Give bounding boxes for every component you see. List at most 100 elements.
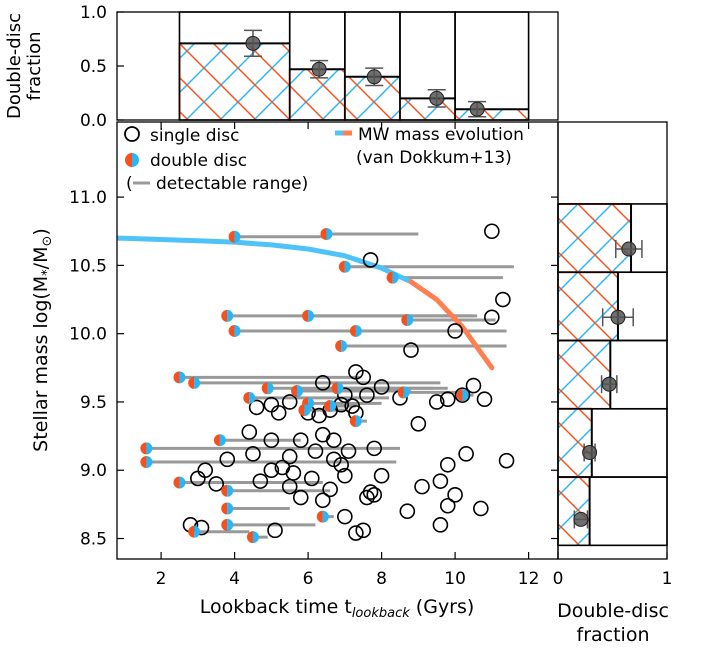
legend-range-label: detectable range) <box>156 174 308 194</box>
single-disc-point <box>447 487 463 503</box>
single-disc-point <box>219 451 236 468</box>
double-disc-left-half <box>338 260 345 273</box>
double-disc-left-half <box>349 324 356 337</box>
legend: single disc double disc ( detectable ran… <box>124 125 524 194</box>
single-disc-point <box>292 432 309 448</box>
double-disc-point <box>140 442 153 455</box>
double-disc-point <box>335 339 348 352</box>
single-disc-point <box>465 377 482 394</box>
single-disc-point <box>439 391 456 408</box>
double-disc-right-half <box>326 227 333 240</box>
single-disc-point <box>348 525 364 541</box>
double-disc-left-half <box>173 371 180 384</box>
single-disc-point <box>322 481 338 498</box>
double-disc-left-half <box>140 456 147 469</box>
right-fraction-point <box>621 241 637 257</box>
single-disc-point <box>307 443 324 459</box>
double-disc-point <box>173 371 186 384</box>
double-disc-point <box>221 309 234 322</box>
double-disc-point <box>401 314 414 327</box>
x-tick-label: 8 <box>376 569 387 589</box>
double-disc-left-half <box>221 518 228 531</box>
double-disc-right-half <box>194 525 201 538</box>
double-disc-left-half <box>324 400 331 413</box>
right-histogram-bars <box>557 202 668 547</box>
single-disc-point <box>366 440 383 457</box>
single-disc-point <box>208 476 225 492</box>
legend-range-open-paren: ( <box>126 174 133 194</box>
double-disc-right-half <box>344 260 351 273</box>
right-bar-hatch-orange <box>558 340 611 409</box>
right-fraction-point <box>610 309 626 325</box>
single-disc-point <box>432 473 449 489</box>
double-disc-left-half <box>331 382 338 395</box>
y-tick-label: 8.5 <box>80 530 107 550</box>
legend-single-label: single disc <box>150 126 239 146</box>
single-disc-point <box>270 405 287 421</box>
single-disc-point <box>454 387 471 403</box>
single-disc-point <box>281 448 298 465</box>
double-disc-left-half <box>320 227 327 240</box>
y-tick-label: 9.0 <box>80 461 107 481</box>
double-disc-left-half <box>221 309 228 322</box>
double-disc-point <box>320 227 333 240</box>
single-disc-point <box>267 522 283 539</box>
top-plot-frame <box>116 11 559 121</box>
double-disc-right-half <box>462 389 469 402</box>
double-disc-point <box>331 382 344 395</box>
double-disc-left-half <box>316 510 323 523</box>
single-disc-point <box>447 323 463 339</box>
double-disc-left-half <box>228 230 235 243</box>
single-disc-point <box>241 424 258 440</box>
single-disc-point <box>355 369 372 386</box>
single-disc-point <box>197 462 213 479</box>
single-disc-point <box>498 452 515 469</box>
double-disc-point <box>397 386 410 399</box>
double-disc-right-half <box>227 484 234 497</box>
double-disc-right-half <box>308 309 315 322</box>
double-disc-left-half <box>401 314 408 327</box>
double-disc-point <box>386 271 399 284</box>
single-disc-point <box>359 387 375 403</box>
top-y-tick-label: 1.0 <box>80 3 107 23</box>
double-disc-left-half <box>140 442 147 455</box>
right-x-tick-label: 0 <box>553 569 564 589</box>
x-tick-label: 10 <box>444 569 466 589</box>
legend-mw-label: MW mass evolution <box>358 125 524 145</box>
top-fraction-point <box>469 101 485 117</box>
single-disc-point <box>292 489 309 506</box>
double-disc-right-half <box>407 314 414 327</box>
single-disc-point <box>333 456 349 473</box>
single-disc-markers <box>182 223 515 541</box>
double-disc-right-half <box>249 391 256 404</box>
double-disc-left-half <box>291 385 298 398</box>
double-disc-left-half <box>302 309 309 322</box>
single-disc-point <box>245 446 261 462</box>
x-tick-label: 2 <box>156 569 167 589</box>
detectable-range-lines <box>146 232 514 539</box>
legend-mw-ref: (van Dokkum+13) <box>356 148 512 168</box>
top-bar-hatch-orange <box>399 98 456 120</box>
single-disc-point <box>373 379 390 395</box>
single-disc-point <box>303 470 320 487</box>
single-disc-point <box>473 500 489 517</box>
double-disc-point <box>324 400 337 413</box>
top-bar-hatch-orange <box>179 43 290 120</box>
double-disc-right-half <box>337 382 344 395</box>
right-fraction-point <box>601 376 617 392</box>
single-disc-point <box>281 394 298 410</box>
double-disc-left-half <box>221 484 228 497</box>
right-plot-frame <box>557 121 668 560</box>
single-disc-point <box>403 342 419 358</box>
single-disc-point <box>458 446 474 462</box>
double-disc-right-half <box>322 510 329 523</box>
double-disc-right-half <box>227 502 234 515</box>
right-x-axis-label-line1: Double-disc <box>557 600 669 622</box>
single-disc-point <box>484 223 500 240</box>
single-disc-point <box>428 394 445 410</box>
double-disc-right-half <box>341 339 348 352</box>
y-tick-label: 9.5 <box>80 393 107 413</box>
single-disc-point <box>314 375 331 391</box>
double-disc-right-half <box>308 397 315 410</box>
